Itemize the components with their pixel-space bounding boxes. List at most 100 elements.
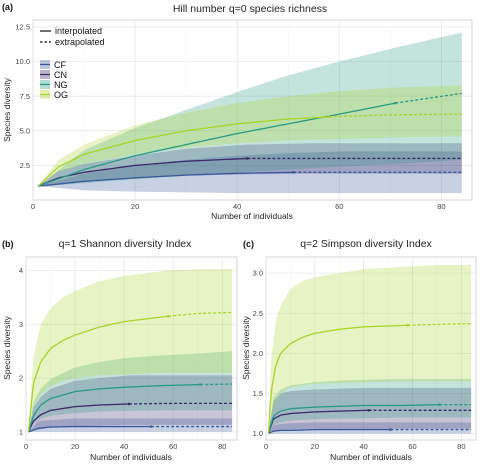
panel-a-observed-point-ng <box>394 101 397 105</box>
panel-a-grid <box>32 20 472 200</box>
panel-c-curve-interpolated-ng <box>267 404 440 434</box>
panel-b-y-ticks: 1 2 3 4 <box>19 266 23 436</box>
panel-b-curve-interpolated-cn <box>27 403 130 433</box>
panel-a-observed-point-cf <box>292 171 295 174</box>
panel-a-curve-interpolated-cn <box>37 157 248 187</box>
panel-b-plot-area <box>25 256 238 441</box>
legend-interpolated-label: interpolated <box>55 26 102 36</box>
panel-b-observed-point-ng <box>198 383 202 386</box>
site-legend-label-ng: NG <box>54 80 68 90</box>
panel-b-label: (b) <box>2 239 14 249</box>
panel-c-curve-interpolated-cf <box>268 428 391 435</box>
panel-c-x-tick-label-2: 40 <box>360 442 368 451</box>
panel-a-x-tick-label-2: 40 <box>233 202 241 211</box>
panel-c-band-cf <box>268 422 472 434</box>
panel-c-x-tick-label-4: 80 <box>457 442 465 451</box>
panel-b-shannon: (b) q=1 Shannon diversity Index 0 20 40 60 8… <box>2 238 238 462</box>
panel-a-y-ticks: 2.5 5.0 7.5 10.0 12.5 <box>15 23 30 170</box>
panel-a-x-axis-label: Number of individuals <box>211 211 293 221</box>
panel-a-curve-interpolated-ng <box>37 102 396 187</box>
panel-c-simpson: (c) q=2 Simpson diversity Index 0 20 40 60 8… <box>241 238 477 462</box>
panel-b-y-tick-label-3: 4 <box>19 266 23 275</box>
panel-c-x-tick-label-3: 60 <box>408 442 416 451</box>
panel-a-label: (a) <box>2 2 13 12</box>
panel-a-observed-point-cn <box>246 157 249 160</box>
panel-b-x-ticks: 0 20 40 60 80 <box>24 442 227 451</box>
panel-b-x-tick-label-4: 80 <box>218 442 226 451</box>
panel-c-y-tick-label-0: 1.0 <box>253 429 263 438</box>
panel-c-curve-interpolated-cn <box>267 409 369 434</box>
panel-b-curve-extrapolated-og <box>168 311 233 317</box>
line-type-legend: interpolated extrapolated <box>40 26 105 47</box>
panel-a-x-tick-label-3: 60 <box>335 202 343 211</box>
panel-c-x-tick-label-1: 20 <box>311 442 319 451</box>
panel-a-curve-interpolated-cf <box>38 171 294 187</box>
panel-a-band-cf <box>38 151 462 194</box>
panel-b-observed-point-cf <box>149 425 153 428</box>
panel-b-band-cf <box>28 418 233 432</box>
panel-b-curve-interpolated-cf <box>28 425 152 433</box>
panel-c-confidence-bands <box>268 265 472 434</box>
site-legend-label-og: OG <box>54 90 68 100</box>
panel-b-band-og <box>28 268 233 432</box>
panel-b-curve-extrapolated-cn <box>129 402 233 405</box>
panel-a-x-ticks: 0 20 40 60 80 <box>31 202 446 211</box>
panel-a-x-tick-label-1: 20 <box>131 202 139 211</box>
panel-b-y-tick-label-1: 2 <box>19 374 23 383</box>
legend-extrapolated-label: extrapolated <box>55 37 105 47</box>
panel-b-x-tick-label-3: 60 <box>169 442 177 451</box>
panel-b-observed-point-og <box>167 314 170 318</box>
panel-c-y-tick-label-3: 2.5 <box>253 309 263 318</box>
panel-b-x-tick-label-0: 0 <box>24 442 28 451</box>
site-legend-label-cn: CN <box>54 70 67 80</box>
panel-a-y-tick-label-2: 7.5 <box>20 92 30 101</box>
panel-a-band-cn <box>38 143 462 187</box>
panel-c-x-axis-label: Number of individuals <box>330 452 412 462</box>
panel-c-observed-point-ng <box>438 403 441 406</box>
panel-c-label: (c) <box>243 239 254 249</box>
panel-c-grid <box>265 257 476 440</box>
panel-a-curves <box>37 92 462 187</box>
panel-b-curves <box>27 311 233 433</box>
panel-b-band-ng <box>28 351 233 432</box>
panel-a-curve-extrapolated-og <box>329 113 462 118</box>
panel-c-curves <box>267 322 472 435</box>
site-legend-label-cf: CF <box>54 60 66 70</box>
panel-b-title: q=1 Shannon diversity Index <box>59 238 193 250</box>
panel-c-curve-extrapolated-og <box>407 322 472 326</box>
panel-a-y-tick-label-4: 12.5 <box>15 23 30 32</box>
panel-a-y-tick-label-3: 10.0 <box>15 57 30 66</box>
panel-a-y-tick-label-1: 5.0 <box>20 126 30 135</box>
panel-c-observed-point-cf <box>389 428 392 431</box>
panel-b-curve-interpolated-og <box>27 315 169 432</box>
panel-a-observed-point-og <box>327 115 331 119</box>
panel-b-x-tick-label-1: 20 <box>71 442 79 451</box>
panel-c-plot-area <box>265 256 477 441</box>
panel-b-curve-extrapolated-ng <box>200 383 233 386</box>
panel-c-observed-point-og <box>406 323 409 327</box>
panel-b-grid <box>25 257 237 440</box>
panel-a-title: Hill number q=0 species richness <box>173 3 327 15</box>
panel-b-observed-point-cn <box>127 402 131 406</box>
panel-b-y-tick-label-0: 1 <box>19 428 23 437</box>
panel-a-x-tick-label-4: 80 <box>437 202 445 211</box>
panel-c-title: q=2 Simpson diversity Index <box>300 238 432 250</box>
panel-b-y-axis-label: Species diversity <box>2 315 12 380</box>
panel-c-band-ng <box>268 379 472 434</box>
panel-b-x-tick-label-2: 40 <box>120 442 128 451</box>
panel-b-x-axis-label: Number of individuals <box>90 452 172 462</box>
panel-a-x-tick-label-0: 0 <box>31 202 35 211</box>
panel-c-x-ticks: 0 20 40 60 80 <box>264 442 466 451</box>
panel-a-richness: (a) Hill number q=0 species richness 0 20… <box>2 2 473 221</box>
panel-a-y-tick-label-0: 2.5 <box>20 161 30 170</box>
panel-c-curve-interpolated-og <box>267 324 408 434</box>
panel-b-curve-interpolated-ng <box>27 383 201 433</box>
panel-a-plot-area <box>32 19 473 201</box>
panel-c-x-tick-label-0: 0 <box>264 442 268 451</box>
panel-c-y-tick-label-1: 1.5 <box>253 389 263 398</box>
panel-b-y-tick-label-2: 3 <box>19 320 23 329</box>
panel-a-curve-interpolated-og <box>37 116 330 187</box>
panel-a-curve-extrapolated-ng <box>395 92 462 104</box>
